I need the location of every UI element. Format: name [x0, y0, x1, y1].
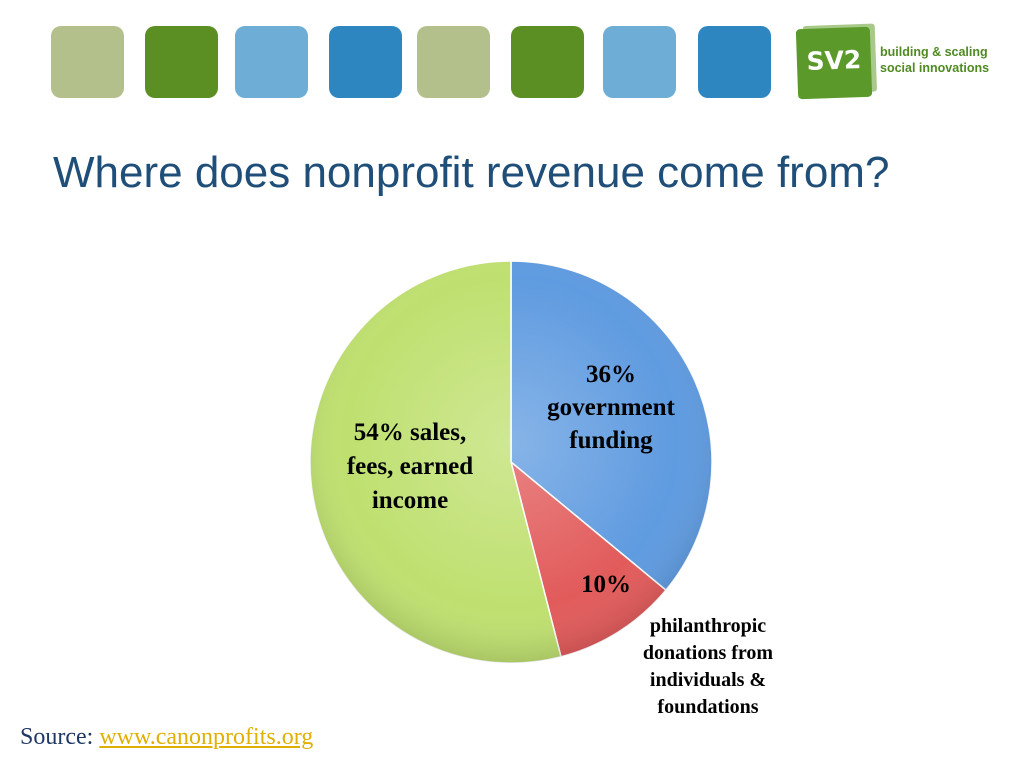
header-tile	[603, 26, 676, 98]
source-link[interactable]: www.canonprofits.org	[99, 724, 314, 750]
slice-label-line: income	[372, 487, 448, 514]
callout-philanthropy: philanthropic donations from individuals &…	[643, 615, 774, 718]
label-philanthropy: 10%	[581, 571, 631, 598]
header-tile	[329, 26, 402, 98]
logo-tagline: building & scaling social innovations	[880, 44, 1020, 76]
header-tile	[51, 26, 124, 98]
header-tile	[145, 26, 218, 98]
slide-title: Where does nonprofit revenue come from?	[53, 148, 890, 197]
tagline-line-1: building & scaling	[880, 45, 988, 59]
header-tile	[235, 26, 308, 98]
callout-line: foundations	[657, 696, 758, 718]
source-note: Source: www.canonprofits.org	[20, 724, 313, 751]
callout-line: philanthropic	[650, 615, 766, 637]
callout-line: individuals &	[650, 669, 766, 691]
callout-line: donations from	[643, 642, 774, 664]
pie-shading	[310, 261, 712, 663]
header-tile	[698, 26, 771, 98]
slice-label-line: government	[547, 394, 675, 421]
slice-label-line: 54% sales,	[354, 419, 467, 446]
slice-label-line: funding	[569, 427, 653, 454]
header-tile	[511, 26, 584, 98]
tagline-line-2: social innovations	[880, 61, 990, 75]
source-label: Source:	[20, 724, 94, 750]
slice-label-line: fees, earned	[347, 453, 473, 480]
header-tile	[417, 26, 490, 98]
slice-label-line: 36%	[586, 361, 636, 388]
slice-label-line: 10%	[581, 571, 631, 598]
label-earned-income: 54% sales, fees, earned income	[347, 419, 473, 514]
label-government: 36% government funding	[547, 361, 675, 454]
